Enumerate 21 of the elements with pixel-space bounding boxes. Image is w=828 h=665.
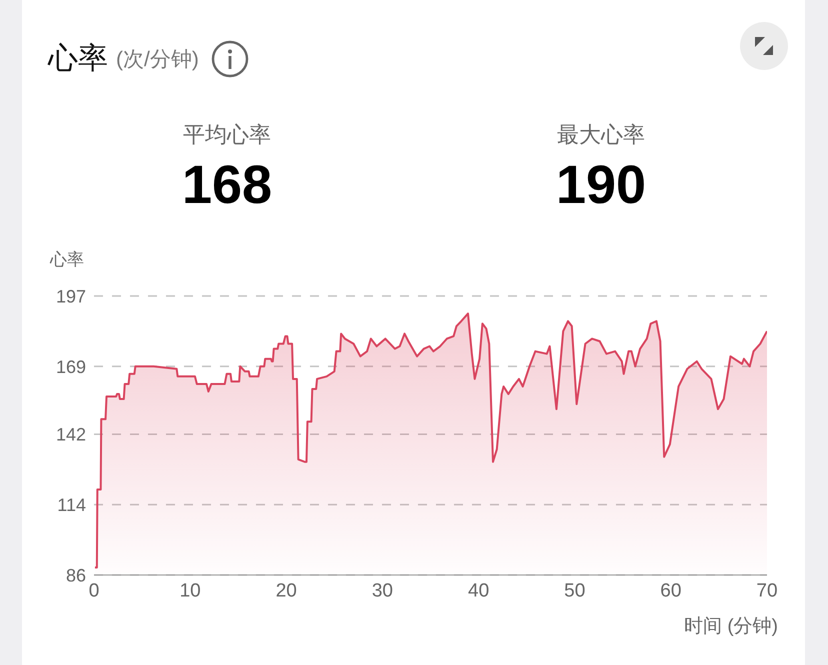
y-axis-title: 心率 (50, 249, 84, 271)
chart-title: 心率 (48, 41, 108, 77)
y-tick-label: 86 (66, 565, 86, 586)
x-tick-label: 30 (372, 580, 393, 602)
x-tick-label: 70 (756, 580, 778, 602)
x-tick-label: 0 (88, 580, 100, 602)
x-tick-label: 50 (564, 580, 586, 602)
chart-subtitle: (次/分钟) (116, 46, 199, 72)
x-tick-label: 60 (660, 580, 682, 602)
text: 190 (554, 154, 648, 216)
x-axis-title: 时间 (分钟) (684, 615, 778, 639)
y-tick-label: 169 (56, 356, 86, 377)
y-tick-label: 142 (56, 424, 86, 445)
x-tick-label: 20 (276, 580, 297, 602)
y-tick-label: 197 (56, 286, 86, 306)
y-tick-label: 114 (57, 495, 86, 516)
text: 168 (180, 154, 274, 216)
x-tick-label: 40 (468, 580, 490, 602)
text: 平均心率 (182, 121, 272, 149)
text: 最大心率 (556, 121, 646, 149)
x-tick-label: 10 (180, 580, 201, 602)
